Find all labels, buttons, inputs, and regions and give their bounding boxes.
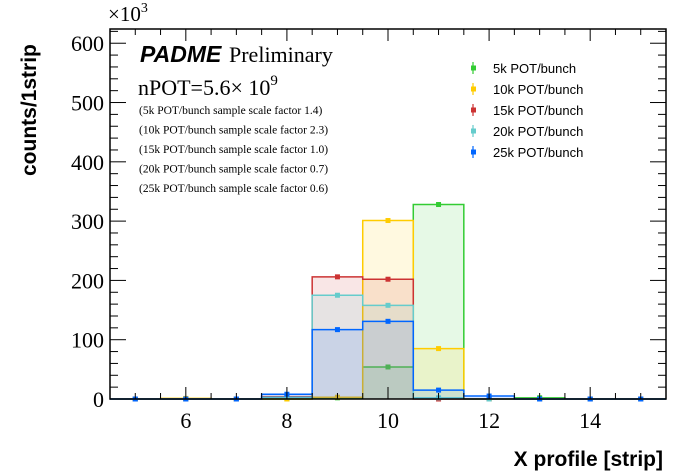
data-point (385, 302, 391, 308)
y-tick-label: 500 (71, 91, 104, 116)
histograms (110, 202, 666, 402)
legend-entry: 10k POT/bunch (471, 82, 583, 97)
legend-entry: 5k POT/bunch (471, 61, 576, 76)
data-point (436, 387, 442, 393)
data-point (436, 202, 442, 208)
x-tick-label: 6 (180, 408, 191, 433)
legend-label: 25k POT/bunch (493, 145, 583, 160)
y-tick-label: 0 (93, 387, 104, 412)
bar-fill (362, 279, 414, 399)
legend-label: 15k POT/bunch (493, 103, 583, 118)
legend: 5k POT/bunch 10k POT/bunch 15k POT/bunch 20… (471, 61, 583, 160)
x-tick-label: 8 (281, 408, 292, 433)
scale-note: (5k POT/bunch sample scale factor 1.4) (139, 105, 322, 117)
bar-fill (312, 329, 363, 399)
legend-entry: 15k POT/bunch (471, 103, 583, 118)
legend-marker (471, 107, 476, 113)
data-point (334, 274, 340, 280)
y-tick-label: 400 (71, 150, 104, 175)
bar-fill (413, 204, 464, 399)
bar-fill (362, 321, 414, 399)
axis-ticks: 6 8 10 12 14 0 100 200 300 400 500 600 (71, 29, 666, 433)
legend-label: 5k POT/bunch (493, 61, 576, 76)
scale-note: (20k POT/bunch sample scale factor 0.7) (139, 164, 328, 176)
scale-notes: (5k POT/bunch sample scale factor 1.4) (1… (139, 105, 328, 195)
data-point (334, 327, 340, 333)
scale-note: (25k POT/bunch sample scale factor 0.6) (139, 183, 328, 195)
y-tick-label: 300 (71, 209, 104, 234)
experiment-label: PADME (140, 41, 222, 67)
x-axis-title: X profile [strip] (514, 448, 663, 471)
x-tick-label: 10 (377, 408, 399, 433)
data-point (385, 276, 391, 282)
preliminary-label: Preliminary (229, 42, 333, 67)
y-axis-title: counts/1strip (18, 44, 41, 176)
y-tick-label: 600 (71, 31, 104, 56)
npot-label: nPOT=5.6× 109 (138, 73, 278, 100)
data-point (385, 318, 391, 324)
bar-fill (312, 295, 363, 399)
legend-entry: 25k POT/bunch (471, 145, 583, 160)
data-point (334, 292, 340, 298)
legend-marker (471, 86, 476, 92)
data-point (385, 364, 391, 370)
legend-marker (471, 128, 476, 134)
legend-label: 20k POT/bunch (493, 124, 583, 139)
scale-note: (10k POT/bunch sample scale factor 2.3) (139, 125, 328, 137)
y-tick-label: 100 (71, 328, 104, 353)
legend-marker (471, 65, 476, 71)
data-point (436, 346, 442, 352)
bar-fill (362, 220, 414, 399)
data-point (385, 218, 391, 224)
y-tick-label: 200 (71, 268, 104, 293)
legend-entry: 20k POT/bunch (471, 124, 583, 139)
x-tick-label: 12 (478, 408, 500, 433)
legend-label: 10k POT/bunch (493, 82, 583, 97)
legend-marker (471, 149, 476, 155)
y-multiplier: ×103 (108, 1, 148, 26)
x-tick-label: 14 (579, 408, 601, 433)
scale-note: (15k POT/bunch sample scale factor 1.0) (139, 144, 328, 156)
